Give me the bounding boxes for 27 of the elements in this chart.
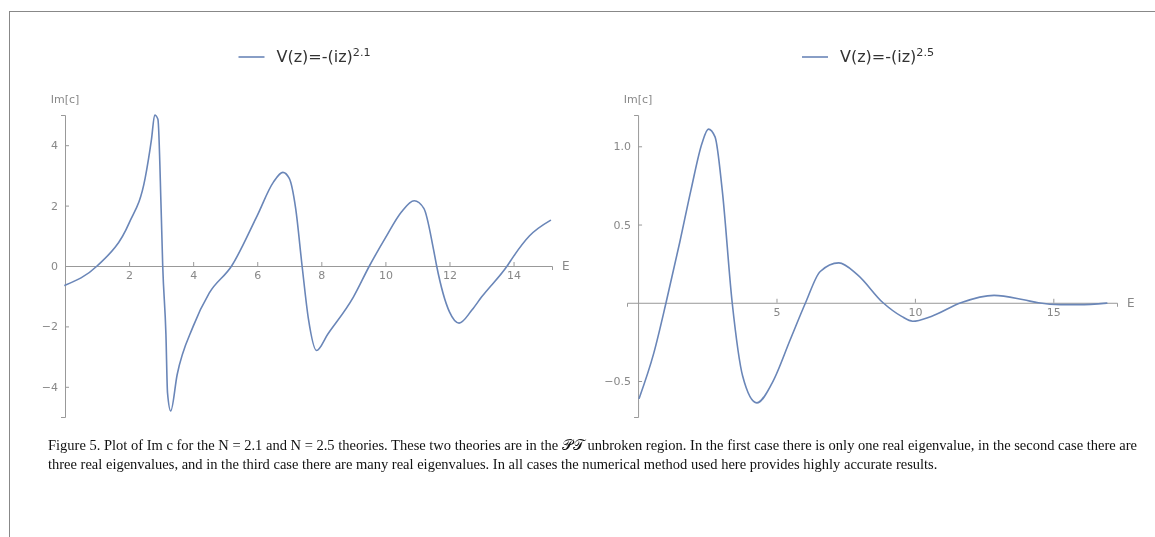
y-tick-label: 0.5 xyxy=(613,218,632,232)
x-tick-label: 6 xyxy=(254,268,262,282)
x-tick-label: 4 xyxy=(190,268,198,282)
y-tick-label: −4 xyxy=(41,380,58,394)
legend-label: V(z)=-(iz)$^{2.1}$ xyxy=(276,45,371,66)
y-tick-label: −0.5 xyxy=(604,375,632,389)
x-tick-label: 14 xyxy=(507,268,522,282)
legend-label: V(z)=-(iz)$^{2.5}$ xyxy=(840,45,935,66)
x-tick-label: 15 xyxy=(1046,305,1061,319)
x-tick-label: 5 xyxy=(773,305,781,319)
y-tick-label: 2 xyxy=(51,199,58,213)
caption: Figure 5. Plot of Im c for the N = 2.1 and N = 2.5 theories. These two theories are in the 𝒫𝒯 unbroken region. In the first case there is only one real eigenvalue, in the second case there are three real eigenvalues, and in the third case there are many real eigenvalues. In all cases the numerical method used here provides highly accurate results. xyxy=(48,436,1138,474)
x-tick-label: 2 xyxy=(126,268,134,282)
x-tick-label: 12 xyxy=(442,268,457,282)
x-tick-label: 10 xyxy=(378,268,393,282)
y-axis-title: Im[c] xyxy=(623,93,653,106)
x-tick-label: 8 xyxy=(318,268,326,282)
y-tick-label: 0 xyxy=(51,260,58,274)
y-tick-label: −2 xyxy=(41,320,58,334)
x-axis-title: E xyxy=(562,259,570,273)
x-axis-title: E xyxy=(1127,295,1135,310)
line-series xyxy=(638,128,1108,404)
y-tick-label: 1.0 xyxy=(613,140,632,154)
y-axis-title: Im[c] xyxy=(50,93,80,106)
x-tick-label: 10 xyxy=(908,305,923,319)
y-tick-label: 4 xyxy=(51,139,58,153)
line-series xyxy=(64,114,552,412)
